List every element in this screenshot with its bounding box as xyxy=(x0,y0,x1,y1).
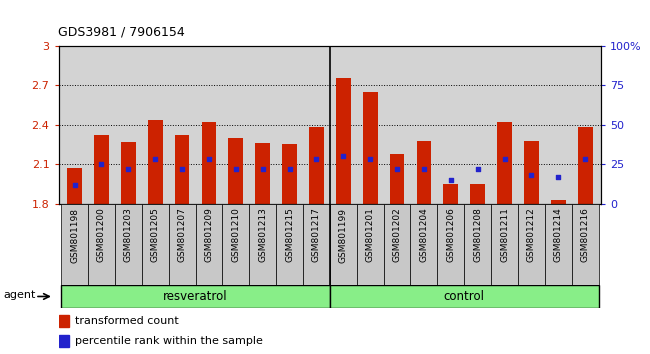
Bar xyxy=(142,204,168,285)
Text: GSM801200: GSM801200 xyxy=(97,207,106,263)
Text: GSM801204: GSM801204 xyxy=(419,207,428,262)
Bar xyxy=(61,204,88,285)
Point xyxy=(419,166,429,172)
Text: GSM801198: GSM801198 xyxy=(70,207,79,263)
Text: GSM801209: GSM801209 xyxy=(205,207,213,263)
Point xyxy=(96,161,107,167)
Bar xyxy=(61,285,330,308)
Point xyxy=(257,166,268,172)
Text: agent: agent xyxy=(3,290,35,300)
Text: GSM801199: GSM801199 xyxy=(339,207,348,263)
Bar xyxy=(336,78,351,204)
Text: GSM801208: GSM801208 xyxy=(473,207,482,263)
Bar xyxy=(115,204,142,285)
Text: GSM801216: GSM801216 xyxy=(580,207,590,263)
Bar xyxy=(578,127,593,204)
Bar xyxy=(175,135,190,204)
Bar xyxy=(437,204,464,285)
Text: GSM801213: GSM801213 xyxy=(258,207,267,263)
Bar xyxy=(443,184,458,204)
Bar xyxy=(222,204,249,285)
Bar xyxy=(202,122,216,204)
Bar xyxy=(303,204,330,285)
Bar xyxy=(470,184,485,204)
Point xyxy=(231,166,241,172)
Bar xyxy=(363,92,378,204)
Bar xyxy=(464,204,491,285)
Point xyxy=(473,166,483,172)
Point xyxy=(553,174,564,179)
Text: GSM801203: GSM801203 xyxy=(124,207,133,263)
Bar xyxy=(524,141,539,204)
Point xyxy=(338,153,348,159)
Text: GSM801212: GSM801212 xyxy=(527,207,536,262)
Bar xyxy=(255,143,270,204)
Text: GSM801207: GSM801207 xyxy=(177,207,187,263)
Bar xyxy=(121,142,136,204)
Bar xyxy=(330,204,357,285)
Text: GSM801205: GSM801205 xyxy=(151,207,160,263)
Point xyxy=(499,156,510,162)
Bar xyxy=(357,204,384,285)
Bar xyxy=(389,154,404,204)
Point xyxy=(123,166,133,172)
Bar xyxy=(196,204,222,285)
Point xyxy=(284,166,294,172)
Bar xyxy=(282,144,297,204)
Point xyxy=(392,166,402,172)
Bar xyxy=(491,204,518,285)
Text: GSM801206: GSM801206 xyxy=(447,207,455,263)
Bar xyxy=(497,122,512,204)
Point xyxy=(203,156,214,162)
Text: GSM801210: GSM801210 xyxy=(231,207,240,263)
Bar xyxy=(249,204,276,285)
Bar xyxy=(58,315,69,327)
Point xyxy=(177,166,187,172)
Point xyxy=(150,156,161,162)
Text: GDS3981 / 7906154: GDS3981 / 7906154 xyxy=(58,26,185,39)
Bar xyxy=(545,204,572,285)
Text: GSM801214: GSM801214 xyxy=(554,207,563,262)
Point xyxy=(446,177,456,183)
Bar xyxy=(551,200,566,204)
Bar xyxy=(228,138,243,204)
Bar xyxy=(94,135,109,204)
Text: control: control xyxy=(444,290,485,303)
Bar xyxy=(411,204,437,285)
Point xyxy=(526,172,537,178)
Bar xyxy=(518,204,545,285)
Bar xyxy=(148,120,162,204)
Bar xyxy=(276,204,303,285)
Bar xyxy=(88,204,115,285)
Text: GSM801217: GSM801217 xyxy=(312,207,321,263)
Bar xyxy=(417,141,432,204)
Point xyxy=(70,182,80,188)
Bar xyxy=(67,168,82,204)
Bar xyxy=(384,204,411,285)
Text: GSM801211: GSM801211 xyxy=(500,207,509,263)
Bar xyxy=(572,204,599,285)
Bar xyxy=(168,204,196,285)
Text: GSM801201: GSM801201 xyxy=(366,207,374,263)
Bar xyxy=(309,127,324,204)
Bar xyxy=(330,285,599,308)
Point xyxy=(365,156,376,162)
Bar xyxy=(58,335,69,347)
Point xyxy=(580,156,590,162)
Point xyxy=(311,156,322,162)
Text: resveratrol: resveratrol xyxy=(163,290,228,303)
Text: percentile rank within the sample: percentile rank within the sample xyxy=(75,336,263,346)
Text: transformed count: transformed count xyxy=(75,316,178,326)
Text: GSM801202: GSM801202 xyxy=(393,207,402,262)
Text: GSM801215: GSM801215 xyxy=(285,207,294,263)
